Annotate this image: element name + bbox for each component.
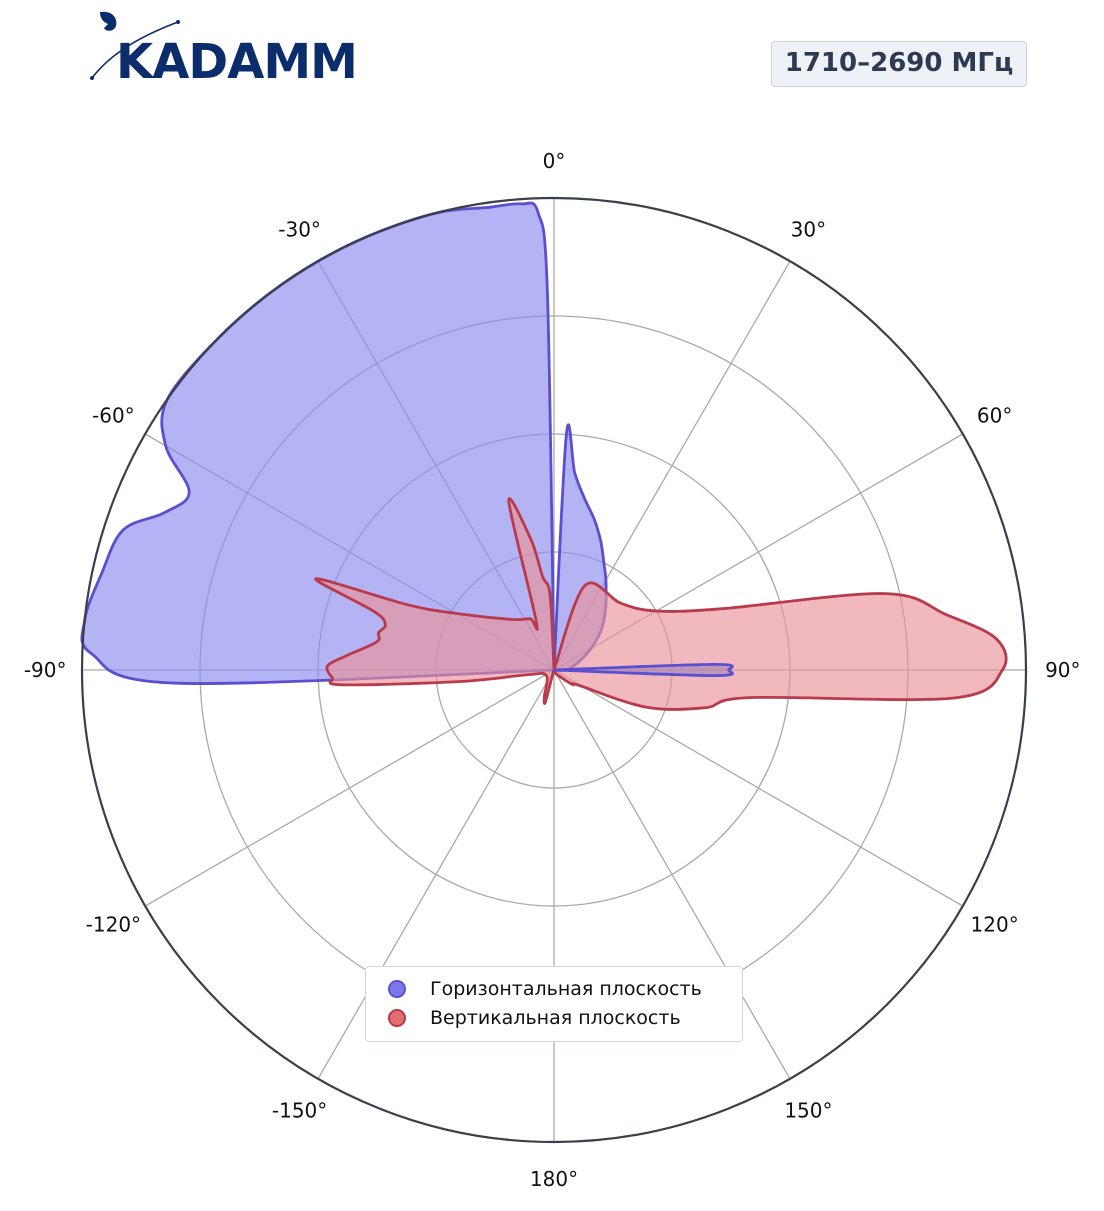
series-vertical-plane <box>314 497 1008 711</box>
angle-tick-label: 30° <box>791 217 826 241</box>
angle-tick-label: -90° <box>24 658 67 682</box>
legend: Горизонтальная плоскость Вертикальная пл… <box>365 966 743 1042</box>
legend-label-horizontal: Горизонтальная плоскость <box>430 978 702 1000</box>
grid-spoke <box>317 669 555 1080</box>
grid-spoke <box>553 669 964 907</box>
legend-label-vertical: Вертикальная плоскость <box>430 1007 681 1029</box>
legend-swatch-vertical <box>388 1009 406 1027</box>
angle-tick-label: 90° <box>1045 658 1080 682</box>
angle-tick-label: 150° <box>784 1099 832 1123</box>
legend-item-horizontal: Горизонтальная плоскость <box>388 975 702 1003</box>
angle-tick-label: 0° <box>543 149 566 173</box>
grid-spoke <box>144 669 555 907</box>
legend-swatch-horizontal <box>388 980 406 998</box>
grid-spoke <box>553 669 791 1080</box>
angle-tick-label: 120° <box>971 912 1019 936</box>
outer-ring <box>80 196 1028 1144</box>
kadamm-logo: KADAMM <box>90 11 358 86</box>
angle-tick-label: -30° <box>278 217 321 241</box>
angle-tick-label: 60° <box>977 404 1012 428</box>
frequency-badge: 1710–2690 МГц <box>771 41 1027 87</box>
angle-tick-label: -150° <box>272 1099 327 1123</box>
angle-tick-label: -120° <box>86 912 141 936</box>
angle-tick-label: -60° <box>92 404 135 428</box>
logo-wordmark: KADAMM <box>116 34 357 86</box>
legend-item-vertical: Вертикальная плоскость <box>388 1004 681 1032</box>
series-horizontal-back-lobe <box>552 663 734 677</box>
angle-tick-label: 180° <box>530 1167 578 1191</box>
